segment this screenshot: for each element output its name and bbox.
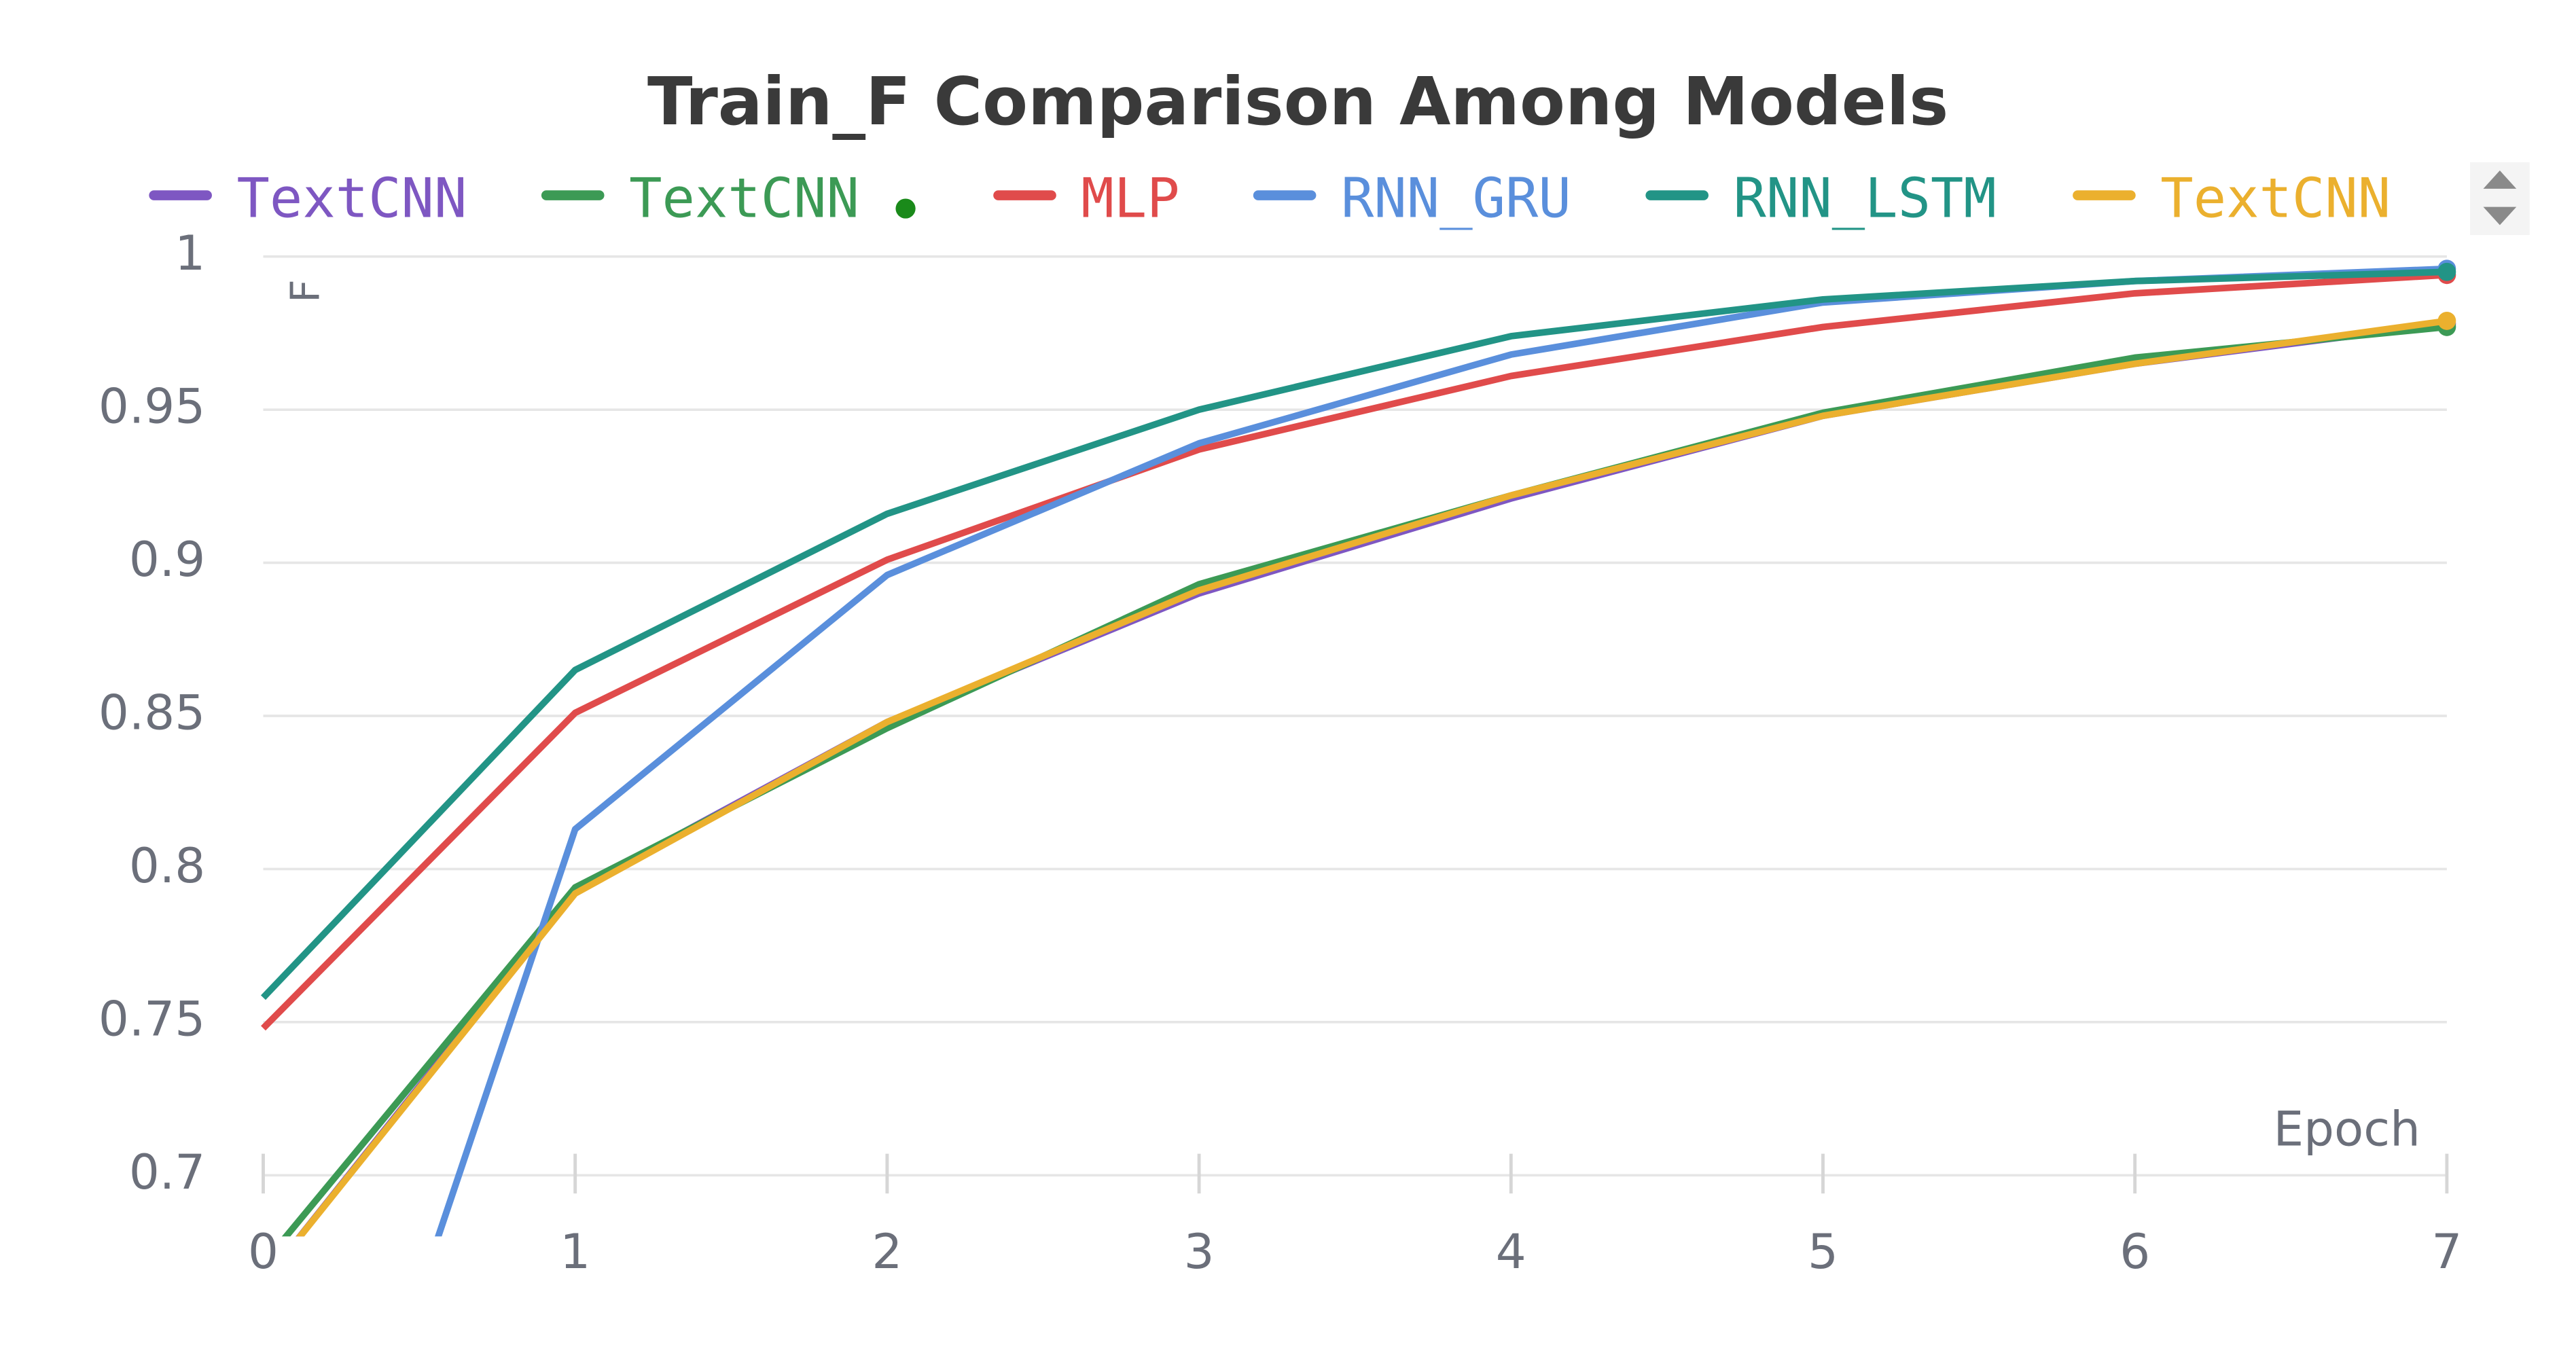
y-tick-label: 0.85 — [99, 685, 205, 741]
x-axis-label: Epoch — [2274, 1100, 2420, 1157]
series-line — [434, 265, 2448, 1237]
legend-label: TextCNN — [629, 166, 859, 230]
x-tick-label: 5 — [1808, 1223, 1838, 1280]
scroll-up[interactable] — [2483, 170, 2517, 189]
x-tick-label: 3 — [1184, 1223, 1215, 1280]
series-line — [261, 271, 2448, 1031]
x-tick-label: 0 — [248, 1223, 279, 1280]
end-marker — [2437, 262, 2456, 281]
x-tick-label: 2 — [872, 1223, 902, 1280]
series-line — [296, 317, 2448, 1237]
y-tick-label: 0.95 — [99, 378, 205, 435]
chart-title: Train_F Comparison Among Models — [647, 63, 1948, 140]
y-tick-label: 0.9 — [129, 531, 205, 588]
series-line — [260, 268, 2448, 1000]
y-tick-label: 0.75 — [99, 990, 205, 1047]
legend-label: RNN_LSTM — [1734, 166, 1997, 230]
x-tick-label: 6 — [2119, 1223, 2150, 1280]
plot-area — [260, 259, 2456, 1237]
y-tick-label: 0.7 — [129, 1144, 205, 1200]
end-marker — [2437, 312, 2456, 330]
series-line — [296, 321, 2448, 1237]
x-tick-label: 4 — [1496, 1223, 1526, 1280]
legend-label: MLP — [1081, 166, 1179, 230]
legend-label: TextCNN — [237, 166, 467, 230]
x-tick-label: 7 — [2431, 1223, 2462, 1280]
y-tick-label: 0.8 — [129, 837, 205, 894]
x-tick-label: 1 — [560, 1223, 590, 1280]
series-line — [281, 323, 2448, 1237]
legend-label: RNN_GRU — [1341, 166, 1571, 230]
scroll-down[interactable] — [2483, 206, 2517, 226]
y-axis-label: F — [282, 279, 328, 303]
legend-dot — [895, 198, 916, 219]
legend-label: TextCNN — [2160, 166, 2391, 230]
legend-scroll[interactable] — [2470, 162, 2530, 236]
y-tick-label: 1 — [175, 225, 205, 281]
